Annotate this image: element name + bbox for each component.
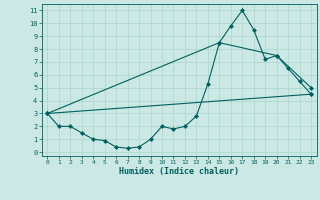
X-axis label: Humidex (Indice chaleur): Humidex (Indice chaleur) xyxy=(119,167,239,176)
